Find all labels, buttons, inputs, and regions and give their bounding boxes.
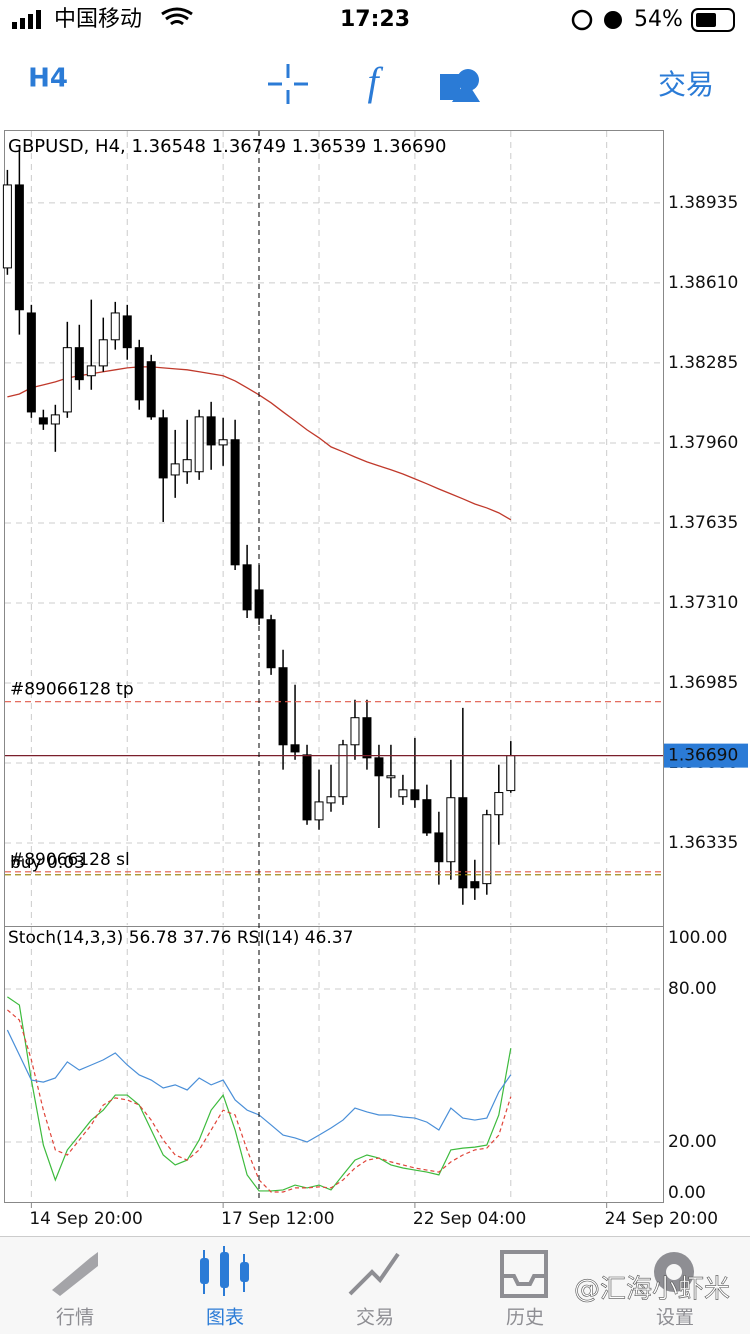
y-tick-label: 1.36335 [668, 833, 738, 853]
candle-body [194, 416, 204, 473]
timeframe-button[interactable]: H4 [28, 64, 68, 94]
y-tick-label: 1.37960 [668, 433, 738, 453]
y-tick-label: 1.37635 [668, 513, 738, 533]
trade-button[interactable]: 交易 [658, 68, 714, 101]
watermark: @汇海小虾米 [574, 1275, 730, 1305]
carrier: 中国移动 [54, 7, 142, 32]
y-tick-label: 1.38610 [668, 273, 738, 293]
candle-body [446, 797, 456, 863]
candle-body [86, 365, 96, 377]
candle-body [50, 414, 60, 425]
price-panel: 1.38935 1.38610 1.38285 1.37960 1.37635 1.373… [2, 131, 748, 925]
tab-label[interactable]: 历史 [506, 1307, 544, 1329]
y-tick-label: 0.00 [668, 1183, 706, 1203]
battery-level: 54% [634, 7, 683, 32]
indicators-button[interactable]: f [367, 59, 383, 104]
y-tick-label: 80.00 [668, 979, 717, 999]
x-tick-label: 14 Sep 20:00 [29, 1209, 142, 1229]
level-label: buy 0.03 [10, 853, 85, 873]
candle-body [326, 796, 336, 804]
chart-frame [4, 130, 664, 1203]
candle-body [170, 463, 180, 476]
clock: 17:23 [340, 7, 410, 32]
candle-body [434, 832, 444, 863]
indicator-panel: 14 Sep 20:00 17 Sep 12:00 22 Sep 04:00 24 S… [5, 927, 727, 1229]
candle-body [146, 361, 156, 418]
candle-body [362, 717, 372, 759]
candle-body [506, 755, 516, 792]
tab-label[interactable]: 图表 [206, 1307, 244, 1329]
indicator-title: Stoch(14,3,3) 56.78 37.76 RSI(14) 46.37 [8, 928, 353, 948]
candle-body [242, 564, 252, 611]
x-tick-label: 22 Sep 04:00 [413, 1209, 526, 1229]
y-tick-label: 1.37310 [668, 593, 738, 613]
candle-body [122, 315, 132, 349]
chart-title: GBPUSD, H4, 1.36548 1.36749 1.36539 1.36… [8, 136, 446, 157]
level-label: #89066128 tp [10, 680, 134, 700]
price-badge-label: 1.36690 [668, 746, 738, 766]
candle-body [74, 347, 84, 381]
candle-body [410, 789, 420, 801]
tab-bar [0, 1236, 750, 1334]
candle-body [266, 619, 276, 669]
candle-body [218, 439, 228, 446]
candle-body [458, 797, 468, 889]
candle-body [2, 184, 12, 269]
tab-label[interactable]: 行情 [56, 1307, 94, 1329]
indicator-line [7, 1009, 512, 1193]
candle-body [350, 717, 360, 746]
status-bar: 中国移动 17:23 54% [12, 7, 735, 32]
tab-label[interactable]: 交易 [356, 1307, 394, 1329]
candle-body [98, 339, 108, 367]
candle-body [206, 416, 216, 446]
y-tick-label: 1.38285 [668, 353, 738, 373]
candle-body [338, 744, 348, 798]
candle-body [38, 417, 48, 425]
candle-body [26, 312, 36, 413]
objects-button[interactable] [440, 69, 480, 102]
candle-body [494, 792, 504, 816]
candle-body [302, 754, 312, 821]
candle-body [374, 757, 384, 777]
candle-body [482, 814, 492, 885]
indicator-line [7, 996, 512, 1192]
candle-body [290, 744, 300, 753]
candle-body [14, 184, 24, 311]
candle-body [158, 417, 168, 479]
candle-body [182, 459, 192, 473]
candle-body [230, 439, 240, 566]
candle-body [134, 347, 144, 401]
candle-body [278, 667, 288, 746]
x-tick-label: 24 Sep 20:00 [605, 1209, 718, 1229]
y-tick-label: 1.38935 [668, 193, 738, 213]
price-badge [664, 743, 748, 768]
level-label: #89066128 sl [10, 850, 130, 870]
candle-body [62, 347, 72, 413]
y-tick-label: 1.36985 [668, 673, 738, 693]
candle-body [386, 775, 396, 779]
crosshair-button[interactable] [268, 64, 308, 104]
y-tick-label: 100.00 [668, 928, 727, 948]
candle-body [398, 789, 408, 798]
x-tick-label: 17 Sep 12:00 [221, 1209, 334, 1229]
tab-label[interactable]: 设置 [656, 1307, 694, 1329]
candle-body [110, 312, 120, 341]
y-tick-label: 20.00 [668, 1132, 717, 1152]
candle-body [314, 801, 324, 821]
candle-body [422, 799, 432, 834]
candle-body [470, 881, 480, 889]
